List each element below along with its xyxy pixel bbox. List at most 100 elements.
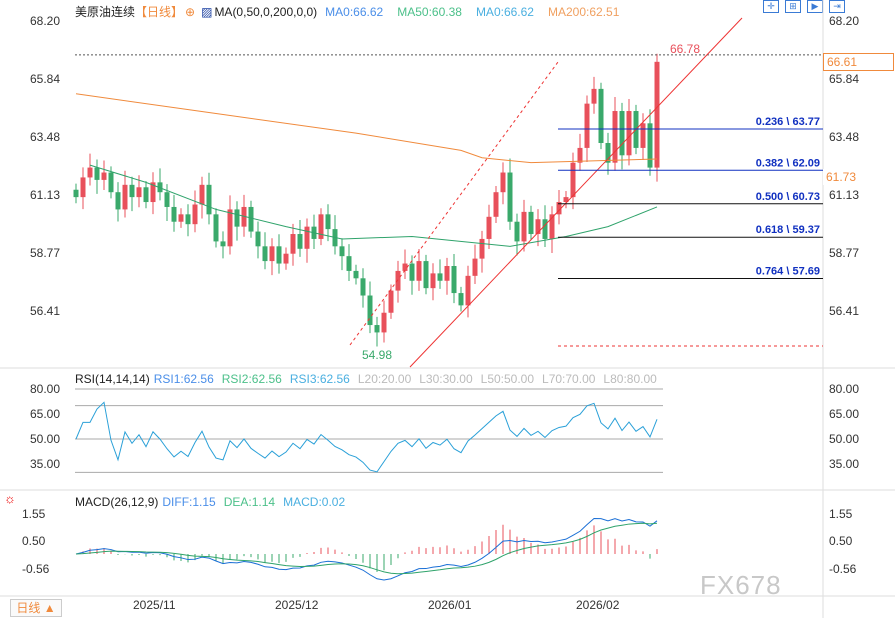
candle-body <box>570 162 576 198</box>
exit-icon[interactable]: ⇥ <box>829 0 845 13</box>
macd-axis-label-right: 0.50 <box>829 534 853 548</box>
candle-body <box>143 187 149 203</box>
candle-body <box>283 253 289 264</box>
candle-body <box>220 241 226 247</box>
candle-body <box>591 88 597 104</box>
rsi2: RSI2:62.56 <box>221 372 282 386</box>
candle-body <box>381 312 387 333</box>
candle-body <box>416 261 422 281</box>
price-axis-label: 61.13 <box>30 187 61 202</box>
rsi-line <box>75 401 658 473</box>
candle-body <box>227 209 233 247</box>
candle-body <box>185 214 191 225</box>
candle-body <box>171 206 177 222</box>
rsi3: RSI3:62.56 <box>289 372 350 386</box>
ma0-value: MA0:66.62 <box>325 5 384 19</box>
candle-body <box>549 214 555 239</box>
date-axis-label: 2026/01 <box>428 598 472 612</box>
macd-value: MACD:0.02 <box>283 495 346 509</box>
candle-body <box>339 246 345 257</box>
price-axis-label-right: 61.13 <box>829 187 860 202</box>
fib-level-label: 0.500 \ 60.73 <box>756 191 820 203</box>
rsi-axis-label: 65.00 <box>30 406 61 421</box>
period-button[interactable]: 日线 ▲ <box>10 599 62 617</box>
candle-body <box>528 211 534 235</box>
candle-body <box>80 177 86 198</box>
candle-body <box>402 263 408 271</box>
candle-body <box>269 246 275 262</box>
candle-body <box>199 184 205 205</box>
candle-body <box>430 273 436 289</box>
candle-body <box>304 226 310 249</box>
ma0b-value: MA0:66.62 <box>475 5 534 19</box>
candle-body <box>507 172 513 222</box>
candle-body <box>486 216 492 239</box>
date-axis-label: 2025/12 <box>275 598 319 612</box>
ma200-line <box>75 93 658 164</box>
l30: L30:30.00 <box>419 372 473 386</box>
macd-dea: DEA:1.14 <box>223 495 276 509</box>
rsi-title: RSI(14,14,14) <box>75 372 150 386</box>
ma-label[interactable]: MA(0,50,0,200,0,0) <box>214 5 318 19</box>
candle-body <box>178 214 184 222</box>
add-icon[interactable]: ⊕ <box>185 5 196 19</box>
l50: L50:50.00 <box>480 372 535 386</box>
rsi-axis-label: 50.00 <box>30 432 61 446</box>
candle-body <box>108 172 114 193</box>
candle-body <box>542 219 548 239</box>
candle-body <box>353 270 359 279</box>
l20: L20:20.00 <box>357 372 412 386</box>
candle-body <box>535 219 541 235</box>
candle-body <box>640 123 646 148</box>
fib-level-label: 0.236 \ 63.77 <box>756 116 820 128</box>
candle-body <box>192 204 198 225</box>
candle-body <box>500 172 506 193</box>
fib-level-label: 0.382 \ 62.09 <box>756 157 820 169</box>
rsi-axis-label: 35.00 <box>30 457 61 471</box>
macd-axis-label-right: 1.55 <box>829 506 853 521</box>
candle-body <box>472 258 478 276</box>
rsi-axis-label: 80.00 <box>30 381 61 396</box>
crosshair-icon[interactable]: ✛ <box>763 0 779 13</box>
candle-body <box>388 290 394 313</box>
macd-diff: DIFF:1.15 <box>162 495 216 509</box>
candle-body <box>73 189 79 198</box>
settings-sun-icon[interactable]: ☼ <box>4 491 16 506</box>
rsi1: RSI1:62.56 <box>153 372 214 386</box>
high-label: 66.78 <box>670 42 701 56</box>
candle-body <box>444 266 450 281</box>
candle-body <box>318 214 324 239</box>
candle-body <box>325 214 331 230</box>
candle-body <box>514 221 520 242</box>
candle-body <box>164 192 170 207</box>
candle-body <box>290 234 296 254</box>
trend-line <box>409 17 743 368</box>
candle-body <box>626 111 632 156</box>
price-axis-label-right: 65.84 <box>829 72 860 87</box>
candle-body <box>605 143 611 163</box>
indicator-icon[interactable]: ▨ <box>201 5 213 19</box>
candle-body <box>374 325 380 333</box>
fib-diagonal <box>349 61 559 346</box>
candle-body <box>94 167 100 180</box>
period-label[interactable]: 【日线】 <box>135 5 184 19</box>
l80: L80:80.00 <box>603 372 657 386</box>
price-axis-label: 58.77 <box>30 245 61 260</box>
price-axis-label-right: 63.48 <box>829 130 860 145</box>
low-label: 54.98 <box>362 348 393 362</box>
rsi-axis-label-right: 50.00 <box>829 432 860 446</box>
candle-body <box>465 275 471 306</box>
rsi-header: RSI(14,14,14) RSI1:62.56 RSI2:62.56 RSI3:62… <box>75 372 671 386</box>
ma50-line <box>89 164 658 247</box>
candle-body <box>367 295 373 326</box>
candle-body <box>101 172 107 180</box>
candle-body <box>451 266 457 294</box>
rsi-axis-label-right: 80.00 <box>829 381 860 396</box>
price-axis-label-right: 58.77 <box>829 245 860 260</box>
date-axis-label: 2026/02 <box>576 598 620 612</box>
candle-body <box>136 187 142 198</box>
price-axis-label: 65.84 <box>30 72 61 87</box>
zoom-range-icon[interactable]: ⊞ <box>785 0 801 13</box>
ma200-price-tag: 61.73 <box>823 169 892 185</box>
